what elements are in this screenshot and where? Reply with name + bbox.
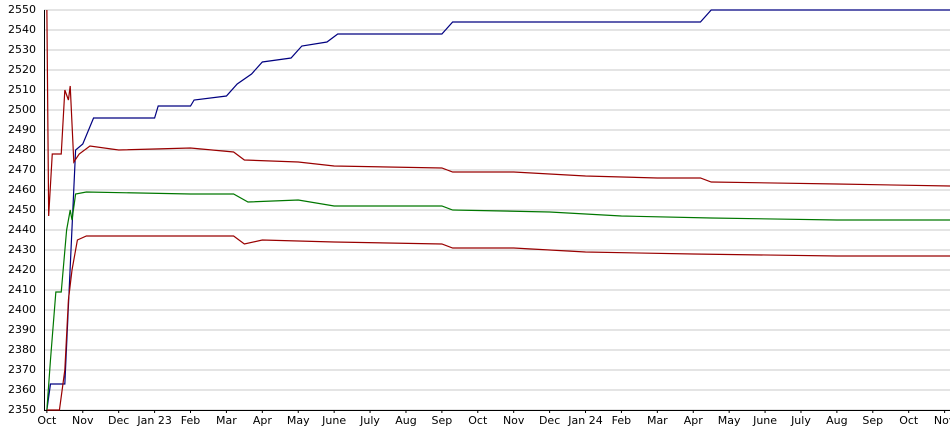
y-tick-label: 2480 (8, 143, 36, 156)
y-tick-label: 2520 (8, 63, 36, 76)
x-tick-label: July (790, 414, 811, 427)
y-tick-label: 2360 (8, 383, 36, 396)
y-tick-label: 2390 (8, 323, 36, 336)
series-line (46, 9, 950, 411)
y-tick-label: 2550 (8, 3, 36, 16)
x-tick-label: Jan 24 (567, 414, 602, 427)
y-tick-label: 2400 (8, 303, 36, 316)
y-tick-label: 2440 (8, 223, 36, 236)
y-tick-label: 2490 (8, 123, 36, 136)
x-tick-label: Aug (395, 414, 416, 427)
y-tick-label: 2470 (8, 163, 36, 176)
x-tick-label: Oct (899, 414, 919, 427)
x-tick-label: Nov (503, 414, 525, 427)
x-tick-label: Apr (253, 414, 273, 427)
x-tick-label: Oct (37, 414, 57, 427)
y-tick-label: 2430 (8, 243, 36, 256)
y-tick-label: 2370 (8, 363, 36, 376)
x-tick-label: Jan 23 (136, 414, 171, 427)
x-tick-label: Sep (862, 414, 883, 427)
x-tick-label: Apr (684, 414, 704, 427)
x-tick-label: Oct (468, 414, 488, 427)
y-tick-label: 2450 (8, 203, 36, 216)
series-line (46, 235, 950, 411)
x-tick-label: Nov (72, 414, 94, 427)
x-tick-label: May (287, 414, 310, 427)
series-line (46, 9, 950, 217)
y-tick-label: 2530 (8, 43, 36, 56)
x-tick-label: June (321, 414, 346, 427)
y-tick-label: 2460 (8, 183, 36, 196)
y-tick-label: 2420 (8, 263, 36, 276)
y-tick-label: 2540 (8, 23, 36, 36)
x-tick-label: June (752, 414, 777, 427)
x-tick-label: Dec (539, 414, 560, 427)
x-tick-label: May (718, 414, 741, 427)
y-tick-label: 2510 (8, 83, 36, 96)
y-tick-label: 2350 (8, 403, 36, 416)
y-tick-label: 2380 (8, 343, 36, 356)
y-tick-label: 2500 (8, 103, 36, 116)
x-tick-label: Feb (612, 414, 631, 427)
x-tick-label: Sep (432, 414, 453, 427)
x-tick-label: Nov (934, 414, 950, 427)
x-tick-label: July (359, 414, 380, 427)
y-tick-label: 2410 (8, 283, 36, 296)
x-tick-label: Mar (216, 414, 237, 427)
x-tick-label: Dec (108, 414, 129, 427)
x-tick-label: Aug (826, 414, 847, 427)
series-line (46, 191, 950, 411)
x-tick-label: Feb (181, 414, 200, 427)
x-tick-label: Mar (647, 414, 668, 427)
